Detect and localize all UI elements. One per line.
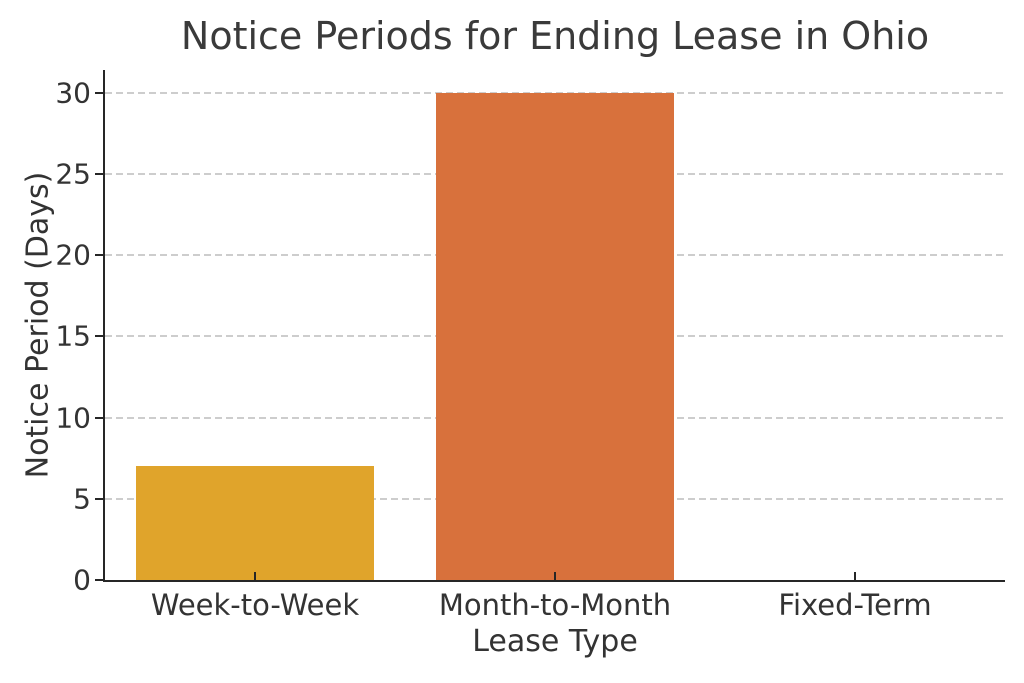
chart-title: Notice Periods for Ending Lease in Ohio xyxy=(180,14,930,58)
y-tick-mark-10 xyxy=(95,416,103,419)
y-tick-label-15: 15 xyxy=(55,319,91,353)
y-axis-label: Notice Period (Days) xyxy=(20,171,56,479)
y-tick-label-20: 20 xyxy=(55,238,91,272)
x-tick-mark-fixed-term xyxy=(854,572,856,580)
y-axis-spine xyxy=(103,70,105,582)
y-tick-mark-0 xyxy=(95,579,103,581)
x-tick-label-fixed-term: Fixed-Term xyxy=(778,588,932,622)
y-tick-label-25: 25 xyxy=(55,157,91,191)
y-tick-mark-5 xyxy=(95,497,103,500)
y-tick-label-10: 10 xyxy=(55,401,91,435)
y-tick-label-30: 30 xyxy=(55,76,91,110)
x-axis-label: Lease Type xyxy=(472,624,638,659)
x-tick-mark-week-to-week xyxy=(254,572,256,580)
plot-area: 0 5 10 15 20 25 30 Week-to-Week Month-to-Month Fi… xyxy=(55,70,1005,622)
y-tick-mark-20 xyxy=(95,254,103,257)
y-tick-mark-25 xyxy=(95,172,103,175)
y-tick-label-0: 0 xyxy=(73,563,91,597)
bar-week-to-week xyxy=(136,466,374,580)
x-tick-label-month-to-month: Month-to-Month xyxy=(438,588,672,622)
x-axis-spine xyxy=(103,580,1005,582)
x-tick-mark-month-to-month xyxy=(554,572,556,580)
y-tick-mark-30 xyxy=(95,91,103,94)
y-tick-label-5: 5 xyxy=(73,482,91,516)
bar-month-to-month xyxy=(436,92,674,580)
x-tick-label-week-to-week: Week-to-Week xyxy=(150,588,360,622)
y-tick-mark-15 xyxy=(95,335,103,338)
